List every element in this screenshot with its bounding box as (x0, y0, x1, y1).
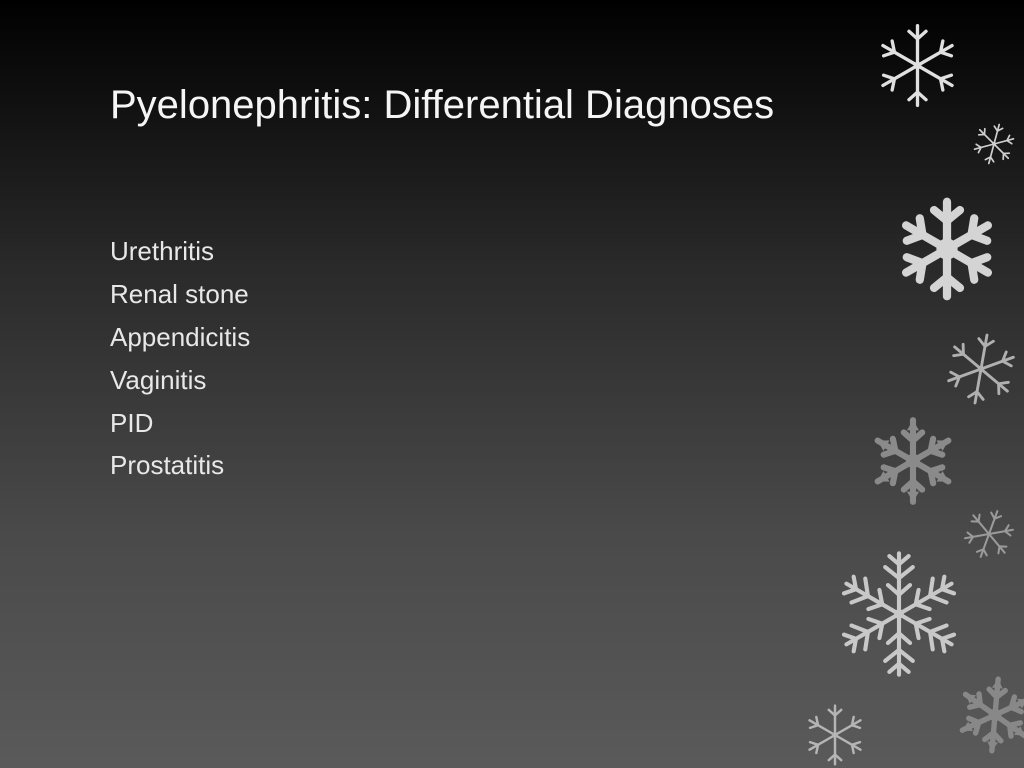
snowflake-icon (870, 18, 965, 113)
list-item: PID (110, 402, 924, 445)
list-item: Vaginitis (110, 359, 924, 402)
list-item: Renal stone (110, 273, 924, 316)
snowflake-icon (830, 545, 968, 683)
list-item: Prostatitis (110, 444, 924, 487)
slide: Pyelonephritis: Differential Diagnoses U… (0, 0, 1024, 768)
list-item: Appendicitis (110, 316, 924, 359)
snowflake-icon (940, 328, 1022, 410)
snowflake-icon (950, 670, 1024, 760)
snowflake-icon (800, 700, 870, 768)
snowflake-icon (960, 505, 1018, 563)
slide-title: Pyelonephritis: Differential Diagnoses (110, 80, 810, 130)
body-list: Urethritis Renal stone Appendicitis Vagi… (110, 230, 924, 487)
snowflake-icon (970, 120, 1018, 168)
list-item: Urethritis (110, 230, 924, 273)
